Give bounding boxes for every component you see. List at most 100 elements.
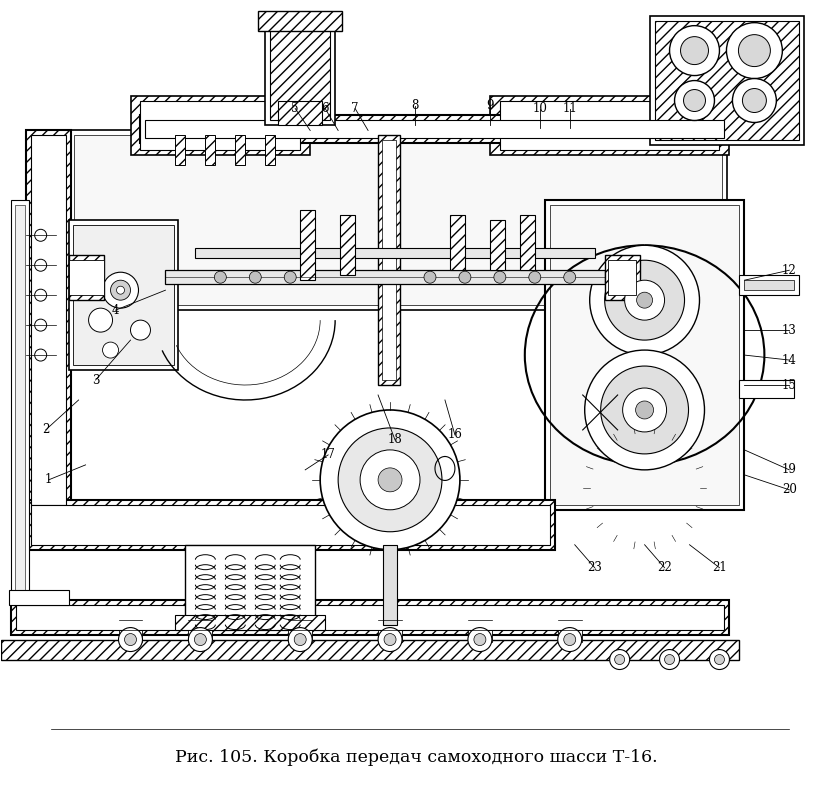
Circle shape xyxy=(610,649,630,670)
Circle shape xyxy=(675,80,715,121)
Circle shape xyxy=(424,271,436,283)
Circle shape xyxy=(35,349,47,361)
Circle shape xyxy=(111,281,131,300)
Bar xyxy=(265,136,275,165)
Circle shape xyxy=(684,90,706,111)
Bar xyxy=(131,95,310,155)
Circle shape xyxy=(378,468,402,492)
Bar xyxy=(146,121,725,139)
Text: 3: 3 xyxy=(92,374,99,387)
Bar xyxy=(206,136,216,165)
Bar xyxy=(26,500,555,550)
Circle shape xyxy=(738,35,771,66)
Bar xyxy=(73,136,722,305)
Text: 5: 5 xyxy=(292,102,299,115)
Text: 10: 10 xyxy=(532,102,547,115)
Circle shape xyxy=(605,260,685,340)
Bar xyxy=(72,225,174,365)
Circle shape xyxy=(35,229,47,241)
Circle shape xyxy=(585,350,705,470)
Bar xyxy=(31,136,66,505)
Bar xyxy=(196,248,595,258)
Bar xyxy=(468,630,491,641)
Circle shape xyxy=(384,634,396,645)
Bar xyxy=(68,260,103,296)
Bar xyxy=(235,136,245,165)
Circle shape xyxy=(670,26,720,76)
Bar xyxy=(11,600,730,634)
Text: 18: 18 xyxy=(387,433,402,447)
Circle shape xyxy=(35,259,47,271)
Bar xyxy=(141,116,730,143)
Circle shape xyxy=(214,271,227,283)
Bar xyxy=(740,380,795,398)
Circle shape xyxy=(378,627,402,652)
Circle shape xyxy=(468,627,491,652)
Circle shape xyxy=(131,320,151,340)
Circle shape xyxy=(474,634,486,645)
Text: Рис. 105. Коробка передач самоходного шасси Т-16.: Рис. 105. Коробка передач самоходного ша… xyxy=(175,749,657,766)
Bar xyxy=(258,11,342,31)
Bar xyxy=(450,215,465,270)
Text: 1: 1 xyxy=(45,474,52,486)
Circle shape xyxy=(360,450,420,510)
Bar xyxy=(520,215,535,270)
Bar xyxy=(31,505,550,545)
Text: 21: 21 xyxy=(712,561,727,574)
Bar xyxy=(558,630,581,641)
Circle shape xyxy=(124,634,137,645)
Circle shape xyxy=(249,271,262,283)
Text: 11: 11 xyxy=(562,102,577,115)
Text: 4: 4 xyxy=(112,303,119,317)
Bar xyxy=(490,221,505,270)
Bar xyxy=(176,136,186,165)
Circle shape xyxy=(35,289,47,301)
Bar xyxy=(340,215,355,275)
Circle shape xyxy=(636,292,652,308)
Circle shape xyxy=(590,245,700,355)
Text: 23: 23 xyxy=(587,561,602,574)
Bar xyxy=(166,270,605,284)
Bar xyxy=(278,101,322,125)
Circle shape xyxy=(294,634,307,645)
Circle shape xyxy=(742,88,766,113)
Circle shape xyxy=(118,627,142,652)
Bar xyxy=(11,200,28,600)
Circle shape xyxy=(102,272,138,308)
Circle shape xyxy=(102,342,118,358)
Bar xyxy=(382,140,396,380)
Bar xyxy=(68,221,178,370)
Text: 9: 9 xyxy=(486,99,494,112)
Bar xyxy=(745,281,795,290)
Bar xyxy=(655,20,800,140)
Bar xyxy=(550,206,740,505)
Bar xyxy=(607,260,636,296)
Bar xyxy=(15,206,25,595)
Bar xyxy=(300,210,315,281)
Bar xyxy=(26,131,71,510)
Bar xyxy=(118,630,142,641)
Circle shape xyxy=(636,401,654,419)
Text: 6: 6 xyxy=(322,102,329,115)
Circle shape xyxy=(558,627,581,652)
Circle shape xyxy=(288,627,312,652)
Text: 13: 13 xyxy=(782,324,797,336)
Circle shape xyxy=(615,655,625,664)
Bar xyxy=(188,630,212,641)
Circle shape xyxy=(459,271,471,283)
Circle shape xyxy=(338,428,442,532)
Text: 15: 15 xyxy=(782,378,797,392)
Circle shape xyxy=(564,271,576,283)
Circle shape xyxy=(117,286,124,294)
Bar xyxy=(270,20,330,121)
Circle shape xyxy=(284,271,297,283)
Text: 14: 14 xyxy=(782,354,797,366)
Bar xyxy=(265,16,335,125)
Bar xyxy=(650,16,805,146)
Bar xyxy=(186,545,315,625)
Bar xyxy=(378,630,402,641)
Bar xyxy=(141,101,300,151)
Bar xyxy=(500,101,720,151)
Bar xyxy=(176,615,325,630)
Circle shape xyxy=(194,634,207,645)
